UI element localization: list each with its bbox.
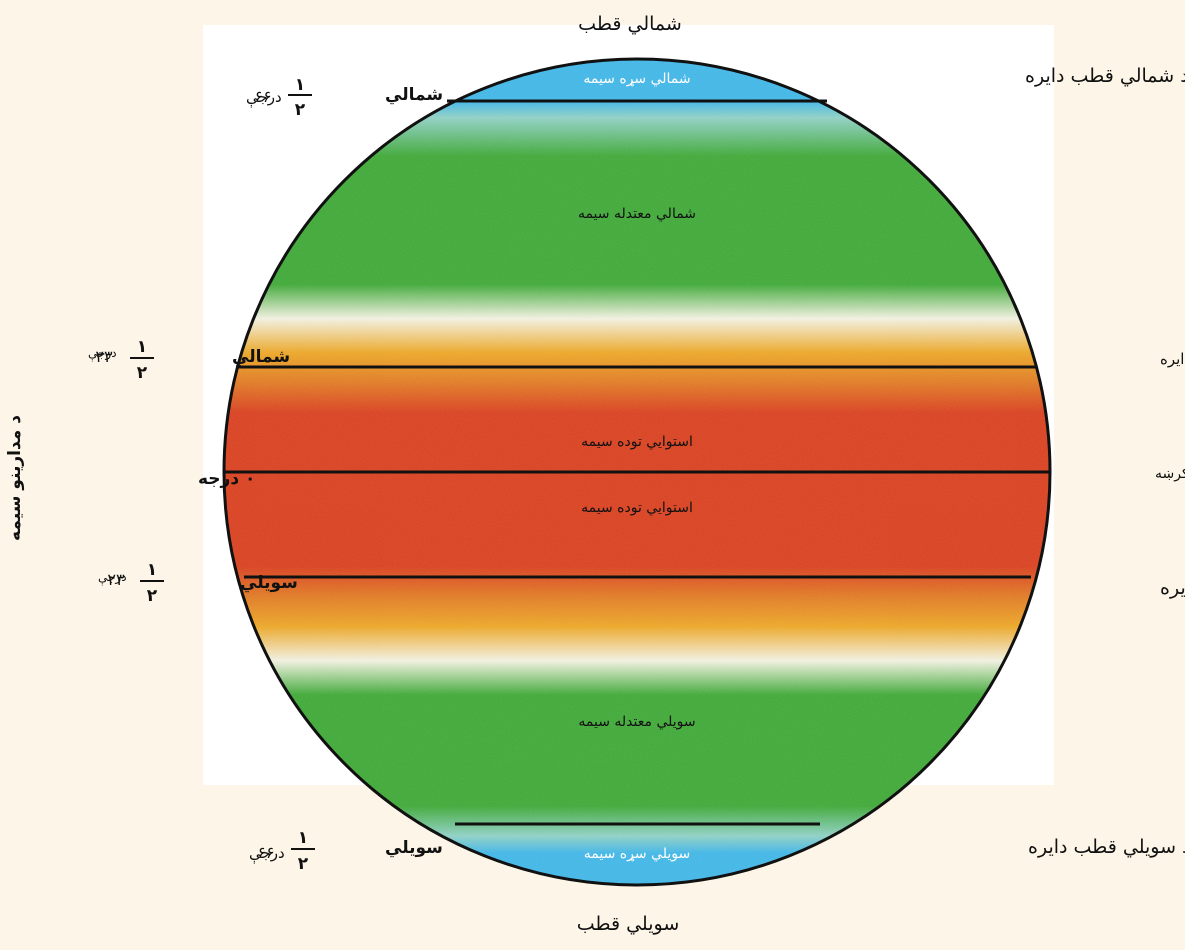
lat-direction: شمالي [385, 85, 443, 105]
lat-unit: درجې [98, 570, 127, 586]
lat-direction: شمالي [232, 347, 290, 367]
lat-fraction-num: ۱ [147, 560, 157, 580]
latitude-north-66: شمالي ۱ ۲ ۶۶ درجې [246, 75, 443, 120]
tropic-cancer-label: دسرطان‌دايره [1160, 350, 1185, 368]
tropics-side-title: د مدارینو سیمه [5, 415, 25, 541]
zone-tropical-lower: استوايي توده سیمه [581, 500, 693, 516]
lat-direction: سویلي [385, 838, 443, 858]
zone-south-temperate: سویلي معتدله سیمه [578, 714, 695, 730]
lat-fraction-num: ۱ [295, 75, 305, 95]
latitude-south-23: سویلي ۱ ۲ ۲۳ درجې [98, 560, 298, 606]
lat-fraction-den: ۲ [147, 586, 158, 606]
zone-south-polar: سویلي سړه سیمه [584, 846, 690, 862]
lat-whole: ۶۶ [257, 843, 274, 862]
latitude-north-23: شمالي ۱ ۲ ۲۳ درجې [88, 337, 290, 383]
globe [222, 57, 1052, 887]
equator-label: د استواکرښه [1155, 466, 1185, 482]
lat-unit: درجې [246, 88, 282, 108]
lat-direction: سویلي [240, 573, 298, 593]
antarctic-circle-label: د سویلي قطب دايره [1028, 836, 1185, 858]
arctic-circle-label: د شمالي قطب دايره [1025, 65, 1185, 87]
zone-north-temperate: شمالي معتدله سیمه [578, 206, 696, 222]
lat-whole: ۲۳ [95, 347, 113, 366]
zone-north-polar: شمالي سړه سیمه [583, 71, 690, 87]
lat-fraction-num: ۱ [298, 828, 308, 848]
latitude-south-66: سویلي ۱ ۲ ۶۶ درجې [249, 828, 443, 874]
lat-whole: ۲۳ [107, 570, 125, 589]
lat-fraction-num: ۱ [137, 337, 147, 357]
lat-unit: درجې [249, 844, 285, 864]
lat-fraction-den: ۲ [295, 100, 306, 120]
latitude-equator: ۰ درجه [198, 469, 255, 489]
lat-fraction-den: ۲ [137, 363, 148, 383]
lat-unit: درجې [88, 346, 117, 362]
lat-fraction-den: ۲ [298, 854, 309, 874]
south-pole-label: سویلي قطب [577, 913, 680, 935]
tropic-capricorn-label: دجدي‌دايره [1160, 577, 1185, 599]
north-pole-label: شمالي قطب [578, 13, 682, 35]
lat-whole: ۶۶ [254, 87, 271, 106]
zone-tropical-upper: استوايي توده سیمه [581, 434, 693, 450]
